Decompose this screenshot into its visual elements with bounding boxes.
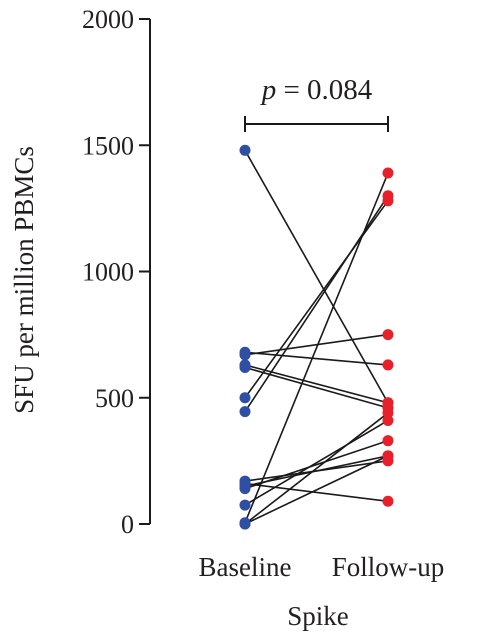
pair-line bbox=[244, 366, 389, 409]
pair-line bbox=[244, 455, 389, 525]
baseline-point bbox=[239, 392, 251, 404]
x-tick-label: Follow-up bbox=[332, 552, 445, 582]
pair-line bbox=[244, 351, 389, 366]
baseline-point bbox=[239, 518, 251, 530]
x-axis-title: Spike bbox=[287, 601, 349, 631]
follow-up-point bbox=[382, 167, 394, 179]
follow-up-point bbox=[382, 190, 394, 202]
follow-up-point bbox=[382, 414, 394, 426]
follow-up-point bbox=[382, 407, 394, 419]
follow-up-point bbox=[382, 495, 394, 507]
y-tick-label: 0 bbox=[121, 510, 134, 539]
p-value: = 0.084 bbox=[276, 74, 373, 106]
follow-up-point bbox=[382, 329, 394, 341]
y-tick-label: 1500 bbox=[82, 131, 134, 160]
baseline-point bbox=[239, 144, 251, 156]
pair-line bbox=[244, 149, 389, 404]
y-tick-label: 500 bbox=[95, 384, 134, 413]
pair-line bbox=[244, 200, 389, 399]
baseline-point bbox=[239, 406, 251, 418]
pair-line bbox=[244, 412, 389, 525]
baseline-point bbox=[239, 483, 251, 495]
p-symbol: p bbox=[260, 74, 277, 106]
y-tick-label: 2000 bbox=[82, 5, 134, 34]
pair-line bbox=[244, 364, 389, 404]
baseline-point bbox=[239, 499, 251, 511]
bracket-line bbox=[244, 116, 389, 132]
p-value-annotation: p = 0.084 bbox=[260, 74, 373, 106]
pair-line bbox=[244, 419, 389, 506]
pair-line bbox=[244, 482, 389, 503]
points bbox=[239, 144, 394, 530]
pair-line bbox=[244, 172, 389, 524]
baseline-point bbox=[239, 349, 251, 361]
pair-line bbox=[244, 439, 389, 490]
y-axis-title: SFU per million PBMCs bbox=[9, 146, 39, 414]
significance-bracket bbox=[244, 116, 389, 132]
follow-up-point bbox=[382, 435, 394, 447]
y-tick-label: 1000 bbox=[82, 258, 134, 287]
pair-lines bbox=[244, 149, 389, 525]
follow-up-point bbox=[382, 450, 394, 462]
pair-line bbox=[244, 195, 389, 413]
follow-up-point bbox=[382, 359, 394, 371]
x-tick-label: Baseline bbox=[199, 552, 292, 582]
baseline-point bbox=[239, 361, 251, 373]
pair-line bbox=[244, 333, 389, 356]
y-axis: 0 500 1000 1500 2000 bbox=[82, 5, 151, 539]
